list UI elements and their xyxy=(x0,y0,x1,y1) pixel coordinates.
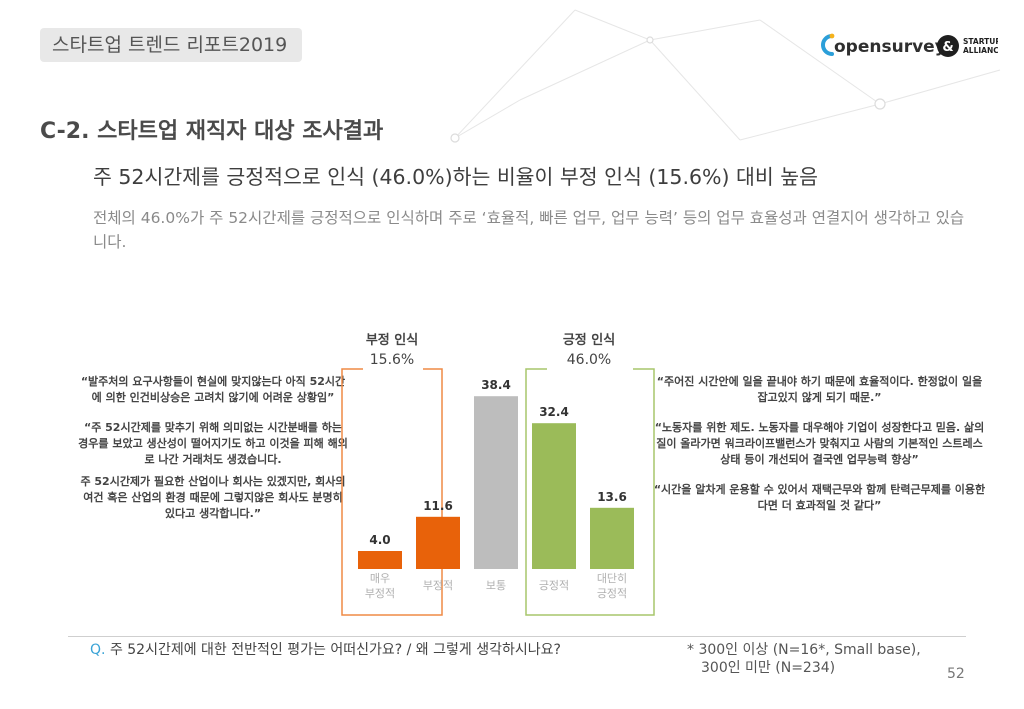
negative-group-name: 부정 인식 xyxy=(366,332,418,348)
positive-group-label-bg xyxy=(547,363,633,377)
category-label-5: 대단히 긍정적 xyxy=(597,571,627,600)
bar-1 xyxy=(358,551,402,569)
bar-value-label-4: 32.4 xyxy=(539,405,569,419)
rating-bar-chart: 부정 인식 15.6% 긍정 인식 46.0% 4.0 매우 부정적 11.6 부정적 3… xyxy=(341,332,655,616)
bar-4 xyxy=(532,423,576,569)
category-label-4: 긍정적 xyxy=(539,579,569,592)
bar-value-label-5: 13.6 xyxy=(597,490,627,504)
logo-text: opensurvey xyxy=(834,37,946,57)
positive-group-value: 46.0% xyxy=(567,352,611,368)
negative-quote-2: “주 52시간제를 맞추기 위해 의미없는 시간분배를 하는 경우를 보았고 생… xyxy=(78,421,348,466)
negative-group-value: 15.6% xyxy=(370,352,414,368)
footnote-line-2: 300인 미만 (N=234) xyxy=(701,660,836,676)
category-label-3: 보통 xyxy=(486,579,506,592)
footnote-line-1: * 300인 이상 (N=16*, Small base), xyxy=(687,642,921,658)
bar-3 xyxy=(474,396,518,569)
category-label-1: 매우 부정적 xyxy=(365,572,395,600)
positive-quote-2: “노동자를 위한 제도. 노동자를 대우해야 기업이 성장한다고 믿음. 삶의 … xyxy=(654,421,985,466)
negative-quotes: “발주처의 요구사항들이 현실에 맞지않는다 아직 52시간에 의한 인건비상승… xyxy=(78,374,348,522)
report-title-badge: 스타트업 트렌드 리포트2019 xyxy=(40,28,302,62)
bar-value-label-2: 11.6 xyxy=(423,499,453,513)
survey-question: Q. 주 52시간제에 대한 전반적인 평가는 어떠신가요? / 왜 그렇게 생… xyxy=(90,639,561,659)
partner-logo-line1: STARTUP xyxy=(963,37,998,46)
bar-value-label-3: 38.4 xyxy=(481,378,511,392)
negative-group-label-bg xyxy=(363,363,423,377)
svg-text:&: & xyxy=(942,40,953,55)
bar-value-label-1: 4.0 xyxy=(369,533,390,547)
sample-footnote: * 300인 이상 (N=16*, Small base), 300인 미만 (… xyxy=(687,641,921,677)
headline: 주 52시간제를 긍정적으로 인식 (46.0%)하는 비율이 부정 인식 (1… xyxy=(93,165,818,189)
opensurvey-logo: opensurvey & STARTUP ALLIANCE xyxy=(821,33,998,57)
positive-quote-1: “주어진 시간안에 일을 끝내야 하기 때문에 효율적이다. 한정없이 일을 잡… xyxy=(656,375,983,404)
negative-quote-3: 주 52시간제가 필요한 산업이나 회사는 있겠지만, 회사의 여건 혹은 산업… xyxy=(80,475,346,520)
partner-logo-line2: ALLIANCE xyxy=(963,46,998,55)
bar-5 xyxy=(590,507,634,569)
page-number: 52 xyxy=(947,666,965,682)
section-title: C-2. 스타트업 재직자 대상 조사결과 xyxy=(40,119,384,144)
description: 전체의 46.0%가 주 52시간제를 긍정적으로 인식하며 주로 ‘효율적, … xyxy=(93,209,965,251)
negative-quote-1: “발주처의 요구사항들이 현실에 맞지않는다 아직 52시간에 의한 인건비상승… xyxy=(80,375,346,404)
positive-quote-3: “시간을 알차게 운용할 수 있어서 재택근무와 함께 탄력근무제를 이용한다면… xyxy=(653,483,986,512)
question-prefix: Q. xyxy=(90,642,106,658)
question-text: 주 52시간제에 대한 전반적인 평가는 어떠신가요? / 왜 그렇게 생각하시… xyxy=(109,642,561,658)
bottom-divider xyxy=(68,636,966,637)
positive-quotes: “주어진 시간안에 일을 끝내야 하기 때문에 효율적이다. 한정없이 일을 잡… xyxy=(652,374,987,514)
positive-group-name: 긍정 인식 xyxy=(563,332,615,348)
category-label-2: 부정적 xyxy=(423,579,453,592)
bar-2 xyxy=(416,516,460,569)
